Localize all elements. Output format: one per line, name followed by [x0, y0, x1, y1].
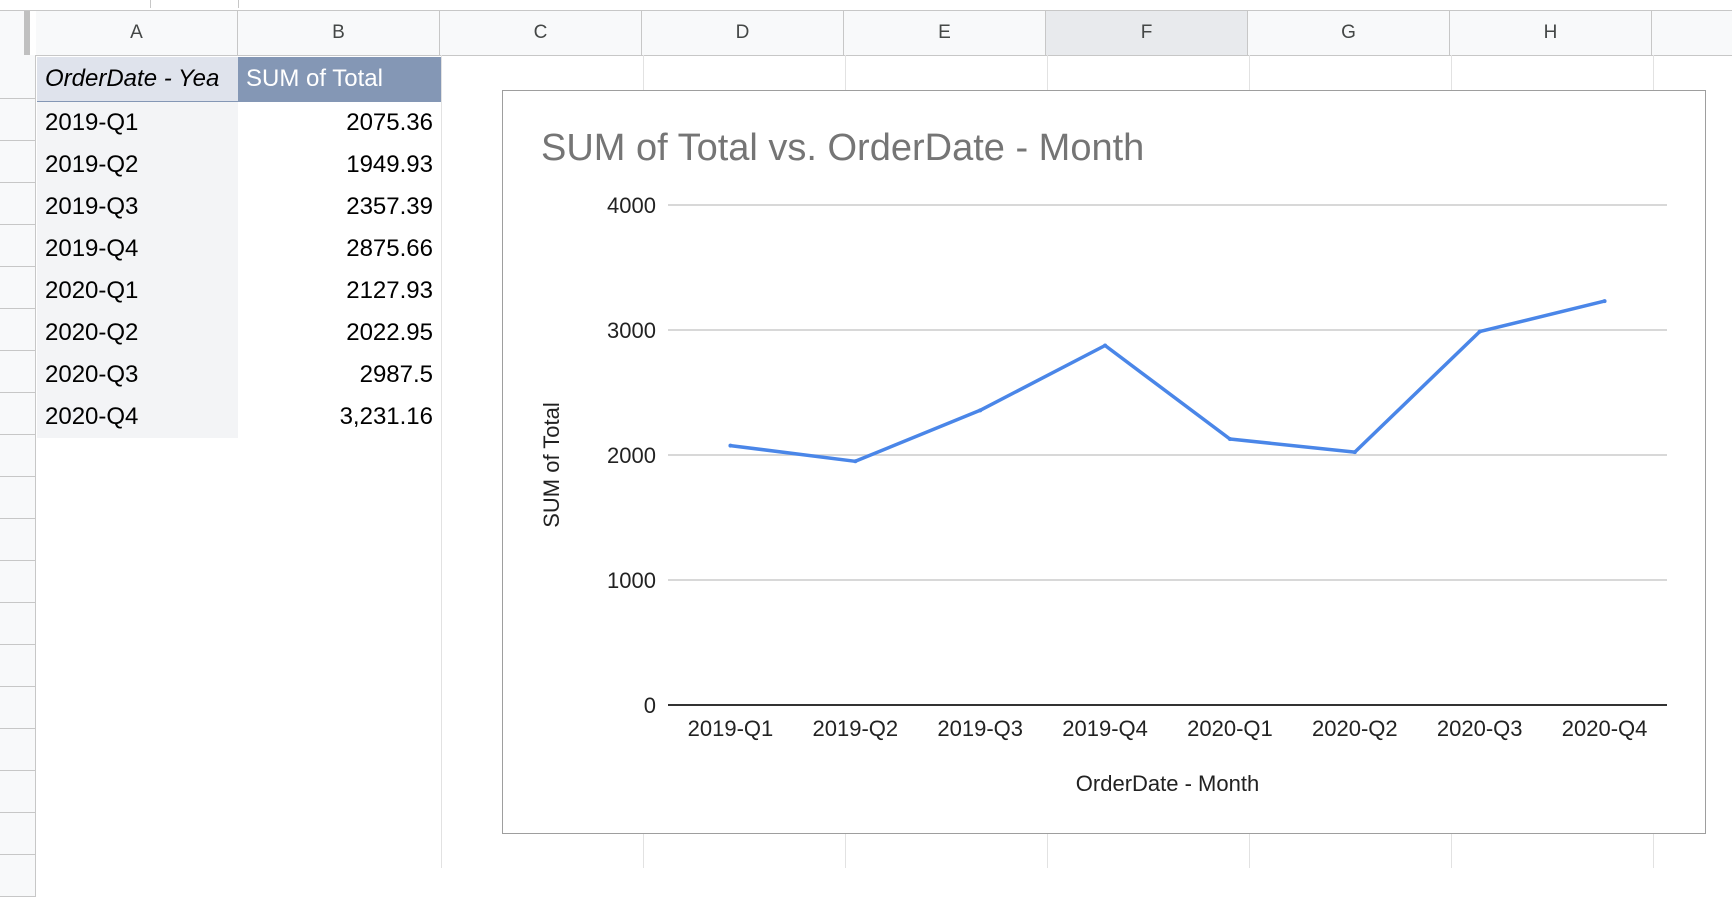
data-point: [1227, 437, 1232, 442]
strip-divider: [150, 0, 151, 8]
x-tick-label: 2020-Q3: [1437, 716, 1523, 741]
row-header[interactable]: [0, 603, 35, 645]
data-point: [1602, 299, 1607, 304]
x-tick-label: 2020-Q1: [1187, 716, 1273, 741]
data-point: [1477, 329, 1482, 334]
row-header[interactable]: [0, 687, 35, 729]
select-all-corner[interactable]: [0, 11, 30, 55]
pivot-value-cell[interactable]: 1949.93: [238, 144, 441, 186]
x-tick-label: 2019-Q1: [688, 716, 774, 741]
row-header[interactable]: [0, 729, 35, 771]
column-header-g[interactable]: G: [1248, 11, 1450, 55]
x-axis-label: OrderDate - Month: [1076, 771, 1259, 796]
grid-line: [441, 55, 442, 868]
pivot-table: OrderDate - Yea SUM of Total 2019-Q1 207…: [37, 57, 441, 438]
row-header[interactable]: [0, 393, 35, 435]
row-header[interactable]: [0, 99, 35, 141]
column-headers: A B C D E F G H: [36, 11, 1732, 56]
chart-title: SUM of Total vs. OrderDate - Month: [541, 127, 1145, 169]
pivot-value-cell[interactable]: 2987.5: [238, 354, 441, 396]
data-point: [1103, 343, 1108, 348]
pivot-value-cell[interactable]: 3,231.16: [238, 396, 441, 438]
pivot-header-row: OrderDate - Yea SUM of Total: [37, 57, 441, 102]
pivot-row-header-cell[interactable]: OrderDate - Yea: [37, 57, 238, 101]
x-tick-label: 2019-Q3: [937, 716, 1023, 741]
y-tick-label: 4000: [607, 193, 656, 218]
y-tick-label: 2000: [607, 443, 656, 468]
row-header[interactable]: [0, 225, 35, 267]
x-tick-label: 2020-Q4: [1562, 716, 1648, 741]
column-header-d[interactable]: D: [642, 11, 844, 55]
pivot-value-cell[interactable]: 2875.66: [238, 228, 441, 270]
data-point: [728, 443, 733, 448]
row-headers: [0, 55, 36, 897]
pivot-row: 2019-Q3 2357.39: [37, 186, 441, 228]
row-header[interactable]: [0, 55, 35, 99]
pivot-value-cell[interactable]: 2127.93: [238, 270, 441, 312]
pivot-value-cell[interactable]: 2022.95: [238, 312, 441, 354]
pivot-row: 2020-Q4 3,231.16: [37, 396, 441, 438]
column-header-f[interactable]: F: [1046, 11, 1248, 55]
pivot-label-cell[interactable]: 2020-Q1: [37, 270, 238, 312]
row-header[interactable]: [0, 645, 35, 687]
y-tick-label: 1000: [607, 568, 656, 593]
x-tick-label: 2019-Q4: [1062, 716, 1148, 741]
pivot-row: 2020-Q1 2127.93: [37, 270, 441, 312]
line-chart[interactable]: SUM of Total vs. OrderDate - Month 0 1000…: [502, 90, 1706, 834]
pivot-row: 2020-Q2 2022.95: [37, 312, 441, 354]
top-strip: [0, 0, 1732, 11]
pivot-value-cell[interactable]: 2075.36: [238, 102, 441, 144]
row-header[interactable]: [0, 183, 35, 225]
column-header-h[interactable]: H: [1450, 11, 1652, 55]
pivot-row: 2019-Q1 2075.36: [37, 102, 441, 144]
row-header[interactable]: [0, 141, 35, 183]
y-axis-label: SUM of Total: [539, 402, 564, 528]
column-header-b[interactable]: B: [238, 11, 440, 55]
row-header[interactable]: [0, 519, 35, 561]
chart-plot-area: 0 1000 2000 3000 4000 2019-Q1 2019-Q2 2019-Q3 20…: [539, 193, 1667, 796]
row-header[interactable]: [0, 435, 35, 477]
pivot-label-cell[interactable]: 2019-Q1: [37, 102, 238, 144]
column-header-e[interactable]: E: [844, 11, 1046, 55]
x-tick-label: 2020-Q2: [1312, 716, 1398, 741]
pivot-value-header-cell[interactable]: SUM of Total: [238, 57, 441, 101]
pivot-value-cell[interactable]: 2357.39: [238, 186, 441, 228]
column-header-c[interactable]: C: [440, 11, 642, 55]
y-tick-label: 0: [644, 693, 656, 718]
strip-divider: [238, 0, 239, 8]
row-header[interactable]: [0, 267, 35, 309]
pivot-label-cell[interactable]: 2020-Q2: [37, 312, 238, 354]
row-header[interactable]: [0, 561, 35, 603]
row-header[interactable]: [0, 813, 35, 855]
data-point: [1352, 450, 1357, 455]
x-tick-label: 2019-Q2: [813, 716, 899, 741]
pivot-label-cell[interactable]: 2019-Q4: [37, 228, 238, 270]
pivot-row: 2019-Q4 2875.66: [37, 228, 441, 270]
pivot-label-cell[interactable]: 2020-Q3: [37, 354, 238, 396]
pivot-label-cell[interactable]: 2019-Q2: [37, 144, 238, 186]
pivot-row: 2019-Q2 1949.93: [37, 144, 441, 186]
series-line: [728, 299, 1607, 464]
row-header[interactable]: [0, 309, 35, 351]
data-point: [978, 408, 983, 413]
pivot-row: 2020-Q3 2987.5: [37, 354, 441, 396]
y-tick-label: 3000: [607, 318, 656, 343]
pivot-label-cell[interactable]: 2019-Q3: [37, 186, 238, 228]
row-header[interactable]: [0, 771, 35, 813]
row-header[interactable]: [0, 477, 35, 519]
column-header-a[interactable]: A: [36, 11, 238, 55]
row-header[interactable]: [0, 855, 35, 897]
data-point: [853, 459, 858, 464]
column-header-i[interactable]: [1652, 11, 1732, 55]
row-header[interactable]: [0, 351, 35, 393]
pivot-label-cell[interactable]: 2020-Q4: [37, 396, 238, 438]
